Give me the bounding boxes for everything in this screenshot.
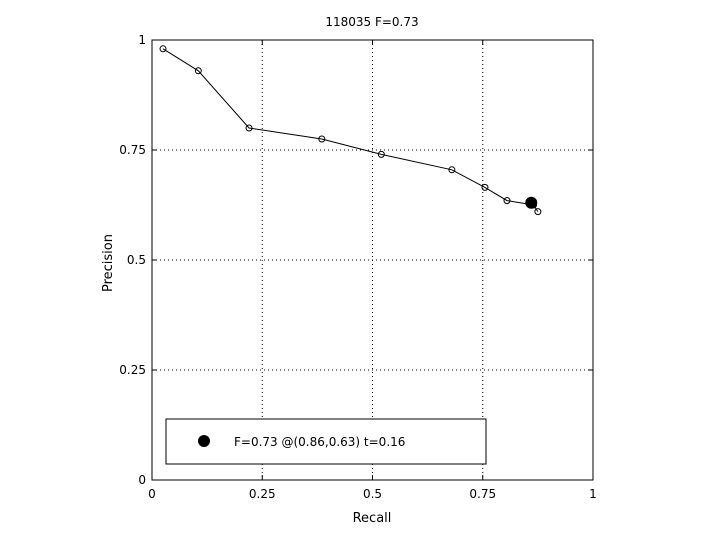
pr-curve-point <box>377 150 385 158</box>
legend: F=0.73 @(0.86,0.63) t=0.16 <box>165 418 487 465</box>
x-tick-label: 1 <box>589 487 597 501</box>
y-tick-label: 0.75 <box>119 143 146 157</box>
x-tick-label: 0.5 <box>363 487 382 501</box>
pr-curve-point <box>481 183 489 191</box>
legend-text: F=0.73 @(0.86,0.63) t=0.16 <box>234 435 405 449</box>
x-tick-label: 0 <box>148 487 156 501</box>
grid <box>152 40 593 480</box>
pr-curve-point <box>318 135 326 143</box>
y-tick-label: 0 <box>138 473 146 487</box>
series-layer <box>159 45 542 216</box>
y-tick-label: 0.5 <box>127 253 146 267</box>
x-tick-label: 0.75 <box>469 487 496 501</box>
pr-curve-point <box>448 166 456 174</box>
legend-box <box>165 418 487 465</box>
y-tick-label: 0.25 <box>119 363 146 377</box>
pr-curve-point <box>534 208 542 216</box>
pr-curve-point <box>503 197 511 205</box>
y-axis-label: Precision <box>101 234 116 292</box>
axis-ticks: 0 0.25 0.5 0.75 1 0 0.25 0.5 0.75 1 <box>119 33 597 501</box>
legend-marker <box>198 435 210 447</box>
x-axis-label: Recall <box>353 511 392 526</box>
pr-curve-point <box>159 45 167 53</box>
pr-curve-point <box>245 124 253 132</box>
x-tick-label: 0.25 <box>249 487 276 501</box>
y-tick-label: 1 <box>138 33 146 47</box>
best-f-point <box>525 196 538 209</box>
chart-title: 118035 F=0.73 <box>325 15 418 29</box>
pr-curve-point <box>194 67 202 75</box>
pr-curve-line <box>162 48 539 212</box>
